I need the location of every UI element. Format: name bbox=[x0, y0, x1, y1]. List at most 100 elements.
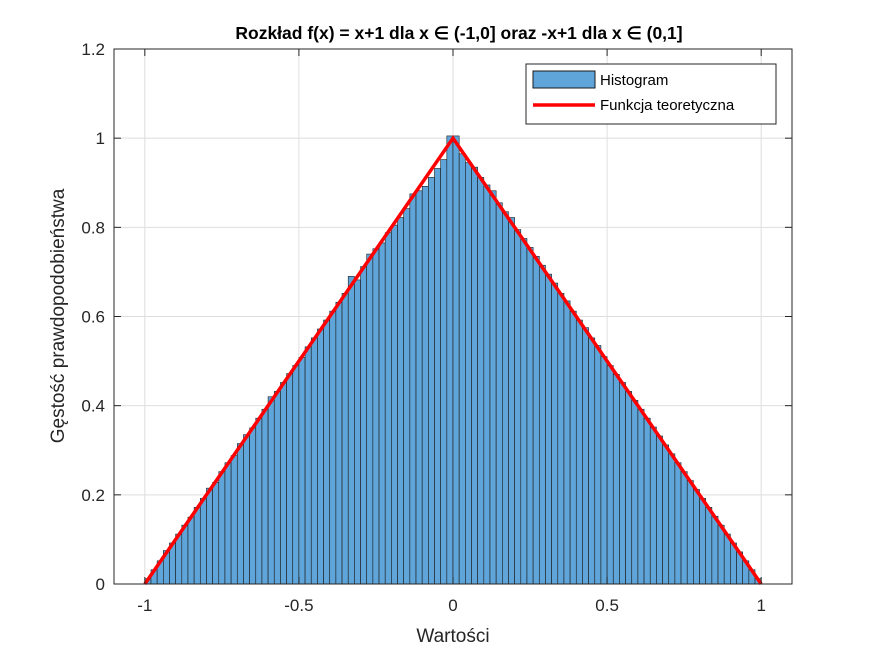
histogram-bar bbox=[415, 190, 423, 585]
histogram-bar bbox=[471, 166, 478, 585]
histogram-bar bbox=[668, 453, 676, 585]
histogram-bar bbox=[569, 310, 577, 585]
histogram-bar bbox=[360, 266, 368, 585]
histogram-bar bbox=[366, 253, 374, 585]
chart-title: Rozkład f(x) = x+1 dla x ∈ (-1,0] oraz -… bbox=[235, 23, 682, 43]
histogram-bar bbox=[625, 391, 633, 585]
histogram-bar bbox=[304, 346, 312, 585]
histogram-bar bbox=[249, 427, 257, 585]
histogram-bar bbox=[693, 489, 700, 585]
histogram-bar bbox=[372, 248, 380, 585]
histogram-bar bbox=[292, 365, 300, 585]
x-tick-label: 0.5 bbox=[595, 596, 619, 615]
histogram-bar bbox=[206, 487, 213, 585]
y-tick-label: 0 bbox=[96, 575, 105, 594]
histogram-bar bbox=[557, 293, 565, 585]
histogram-bar bbox=[680, 471, 688, 585]
histogram-bar bbox=[391, 224, 398, 585]
histogram-bar bbox=[600, 356, 608, 585]
y-tick-label: 0.8 bbox=[81, 218, 105, 237]
histogram-bar bbox=[421, 186, 429, 585]
histogram-bar bbox=[508, 217, 515, 585]
histogram-bar bbox=[224, 462, 232, 585]
histogram-bar bbox=[347, 276, 355, 585]
histogram-bar bbox=[341, 293, 349, 585]
histogram-bar bbox=[495, 202, 503, 585]
histogram-bar bbox=[434, 168, 441, 585]
histogram-bar bbox=[502, 211, 509, 585]
histogram-bar bbox=[261, 408, 269, 585]
histogram-bar bbox=[384, 232, 392, 585]
histogram-bar bbox=[199, 498, 207, 585]
histogram-bar bbox=[483, 184, 491, 585]
histogram-bar bbox=[717, 524, 725, 585]
histogram-bar bbox=[267, 396, 275, 585]
histogram-bar bbox=[563, 300, 571, 585]
histogram-bar bbox=[526, 247, 534, 585]
histogram-bar bbox=[310, 337, 318, 585]
y-tick-label: 1 bbox=[96, 129, 105, 148]
histogram-bar bbox=[538, 264, 546, 585]
histogram-bar bbox=[656, 435, 663, 585]
y-tick-label: 0.2 bbox=[81, 486, 105, 505]
histogram-bar bbox=[631, 400, 639, 585]
legend-label-theoretical: Funkcja teoretyczna bbox=[600, 97, 735, 114]
x-tick-label: -1 bbox=[137, 596, 152, 615]
y-tick-label: 1.2 bbox=[81, 40, 105, 59]
histogram-bar bbox=[329, 310, 337, 585]
legend-swatch-histogram bbox=[532, 70, 596, 89]
histogram-bar bbox=[711, 515, 719, 585]
histogram-bar bbox=[181, 524, 189, 585]
histogram-bar bbox=[428, 177, 435, 585]
histogram-bar bbox=[298, 357, 306, 585]
histogram-bar bbox=[218, 471, 226, 585]
theoretical-function-line bbox=[143, 135, 763, 585]
histogram-bar bbox=[723, 533, 731, 585]
histogram-bar bbox=[323, 319, 331, 585]
x-tick-label: -0.5 bbox=[284, 596, 313, 615]
histogram-bar bbox=[236, 443, 244, 585]
histogram-bar bbox=[317, 328, 324, 585]
histogram-bar bbox=[612, 374, 620, 585]
histogram-bar bbox=[193, 507, 201, 585]
histogram-bar bbox=[187, 516, 195, 585]
histogram-bar bbox=[582, 327, 589, 585]
legend-box bbox=[525, 63, 777, 125]
histogram-bar bbox=[575, 319, 583, 585]
histogram-bar bbox=[255, 417, 263, 585]
histogram-bar bbox=[458, 153, 466, 585]
x-tick-label: 0 bbox=[448, 596, 457, 615]
histogram-bar bbox=[403, 208, 411, 585]
histogram-bar bbox=[273, 391, 281, 585]
histogram-bar bbox=[175, 533, 183, 585]
histogram-bar bbox=[705, 507, 713, 585]
histogram-bar bbox=[280, 382, 287, 585]
histogram-bar bbox=[686, 480, 694, 585]
histogram-bar bbox=[465, 162, 472, 585]
x-tick-label: 1 bbox=[756, 596, 765, 615]
histogram-bar bbox=[212, 482, 220, 585]
histogram-bar bbox=[440, 159, 448, 585]
histogram-bar bbox=[551, 282, 559, 585]
histogram-bar bbox=[662, 444, 670, 585]
y-tick-label: 0.6 bbox=[81, 308, 105, 327]
histogram-bar bbox=[335, 301, 343, 585]
histogram-bar bbox=[532, 256, 540, 585]
histogram-bar bbox=[446, 135, 454, 585]
histogram-bar bbox=[477, 177, 485, 585]
histogram-bar bbox=[397, 217, 404, 585]
histogram-bar bbox=[230, 455, 238, 585]
histogram-bar bbox=[545, 273, 552, 585]
histogram-bar bbox=[594, 345, 602, 585]
histogram-bar bbox=[643, 417, 651, 585]
histogram-bar bbox=[649, 426, 657, 585]
histogram-bar bbox=[409, 193, 417, 585]
legend-label-histogram: Histogram bbox=[600, 72, 668, 89]
y-axis-label: Gęstość prawdopodobieństwa bbox=[48, 188, 69, 443]
histogram-bar bbox=[619, 382, 626, 585]
histogram-bar bbox=[452, 135, 460, 585]
histogram-bar bbox=[354, 279, 361, 585]
legend: Histogram Funkcja teoretyczna bbox=[525, 63, 777, 125]
histogram-bar bbox=[674, 462, 682, 585]
